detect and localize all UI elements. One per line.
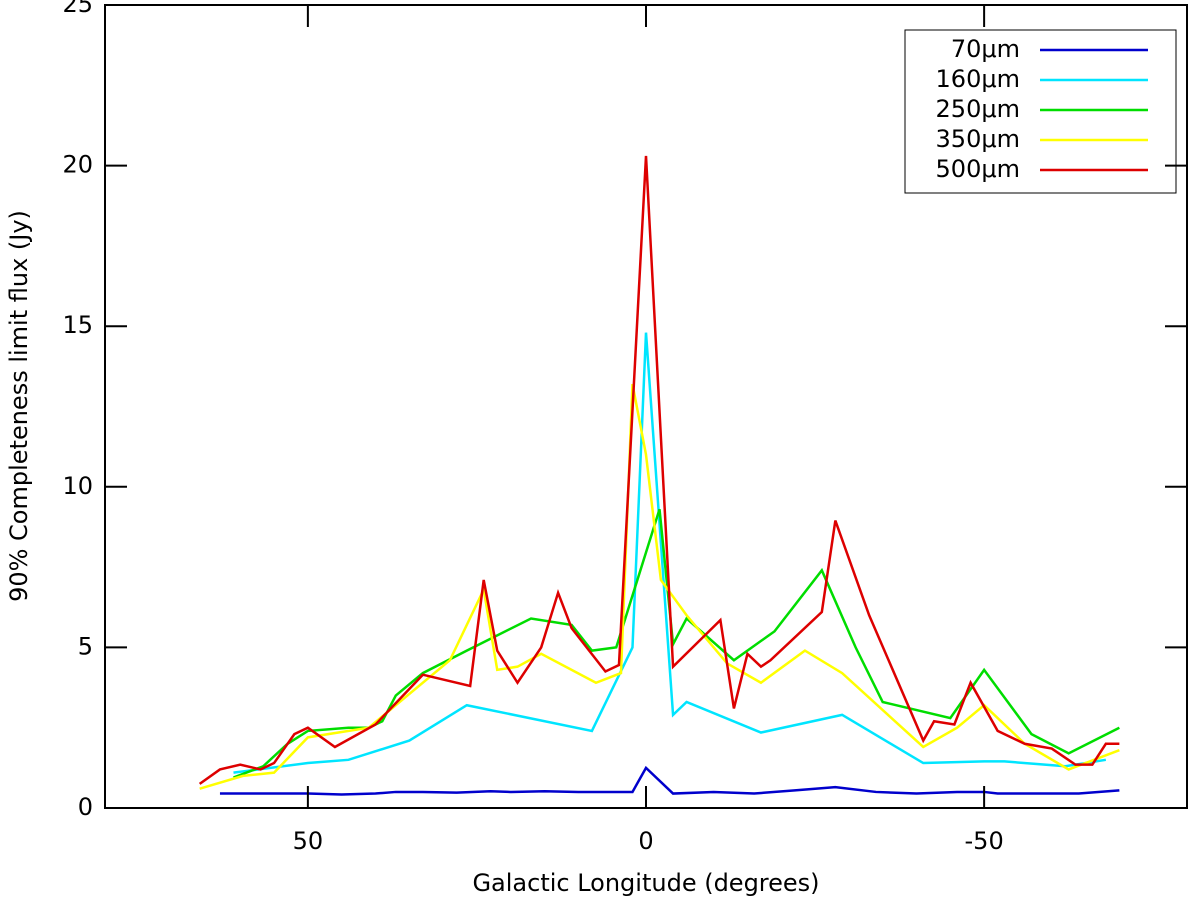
legend-label: 500μm — [936, 155, 1020, 183]
series-line — [219, 765, 1120, 796]
x-tick-label: 0 — [638, 827, 653, 855]
y-tick-label: 25 — [62, 0, 93, 18]
y-tick-label: 10 — [62, 472, 93, 500]
series-line — [198, 155, 1120, 785]
y-tick-label: 5 — [78, 632, 93, 660]
legend-label: 250μm — [936, 95, 1020, 123]
x-tick-label: 50 — [293, 827, 324, 855]
x-axis-label: Galactic Longitude (degrees) — [472, 869, 819, 897]
y-tick-label: 0 — [78, 793, 93, 821]
legend-label: 160μm — [936, 65, 1020, 93]
series-line — [233, 332, 1107, 774]
y-tick-label: 20 — [62, 151, 93, 179]
y-tick-label: 15 — [62, 311, 93, 339]
legend-box — [904, 29, 1177, 194]
y-axis-label: 90% Completeness limit flux (Jy) — [5, 210, 33, 602]
legend-label: 350μm — [936, 125, 1020, 153]
legend-label: 70μm — [951, 35, 1020, 63]
plot-area — [198, 155, 1120, 796]
series-line — [233, 508, 1120, 779]
x-tick-label: -50 — [965, 827, 1004, 855]
